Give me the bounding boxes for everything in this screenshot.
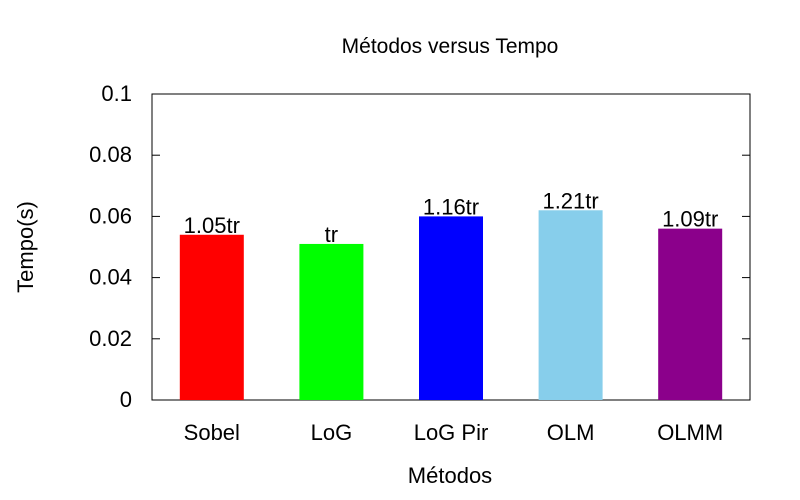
bar-olm bbox=[538, 210, 603, 400]
y-axis-label: Tempo(s) bbox=[13, 201, 38, 293]
bars bbox=[179, 210, 723, 400]
x-tick-label: LoG Pir bbox=[414, 420, 489, 445]
y-tick-label: 0.02 bbox=[89, 326, 132, 351]
plot-area: 0 0.02 0.04 0.06 0.08 0.1 1.05tr tr 1.16tr 1.21t… bbox=[89, 81, 751, 445]
y-tick-label: 0.1 bbox=[101, 81, 132, 106]
chart-title: Métodos versus Tempo bbox=[342, 35, 559, 58]
bar-sobel bbox=[179, 234, 244, 400]
bar-log bbox=[299, 243, 364, 400]
bar-value-label: 1.21tr bbox=[542, 188, 598, 213]
x-tick-labels: Sobel LoG LoG Pir OLM OLMM bbox=[184, 420, 724, 445]
bar-value-label: 1.09tr bbox=[662, 207, 718, 232]
bar-value-label: 1.05tr bbox=[184, 213, 240, 238]
x-tick-label: OLM bbox=[547, 420, 595, 445]
x-tick-label: LoG bbox=[311, 420, 353, 445]
y-tick-label: 0.08 bbox=[89, 142, 132, 167]
x-tick-label: Sobel bbox=[184, 420, 240, 445]
y-tick-label: 0 bbox=[120, 387, 132, 412]
x-tick-label: OLMM bbox=[657, 420, 723, 445]
x-axis-label: Métodos bbox=[408, 463, 492, 488]
bar-olmm bbox=[658, 228, 723, 400]
bar-labels: 1.05tr tr 1.16tr 1.21tr 1.09tr bbox=[184, 188, 719, 247]
y-ticks: 0 0.02 0.04 0.06 0.08 0.1 bbox=[89, 81, 750, 412]
bar-log-pir bbox=[419, 216, 483, 400]
y-tick-label: 0.04 bbox=[89, 265, 132, 290]
y-tick-label: 0.06 bbox=[89, 203, 132, 228]
bar-value-label: tr bbox=[325, 222, 338, 247]
bar-value-label: 1.16tr bbox=[423, 194, 479, 219]
